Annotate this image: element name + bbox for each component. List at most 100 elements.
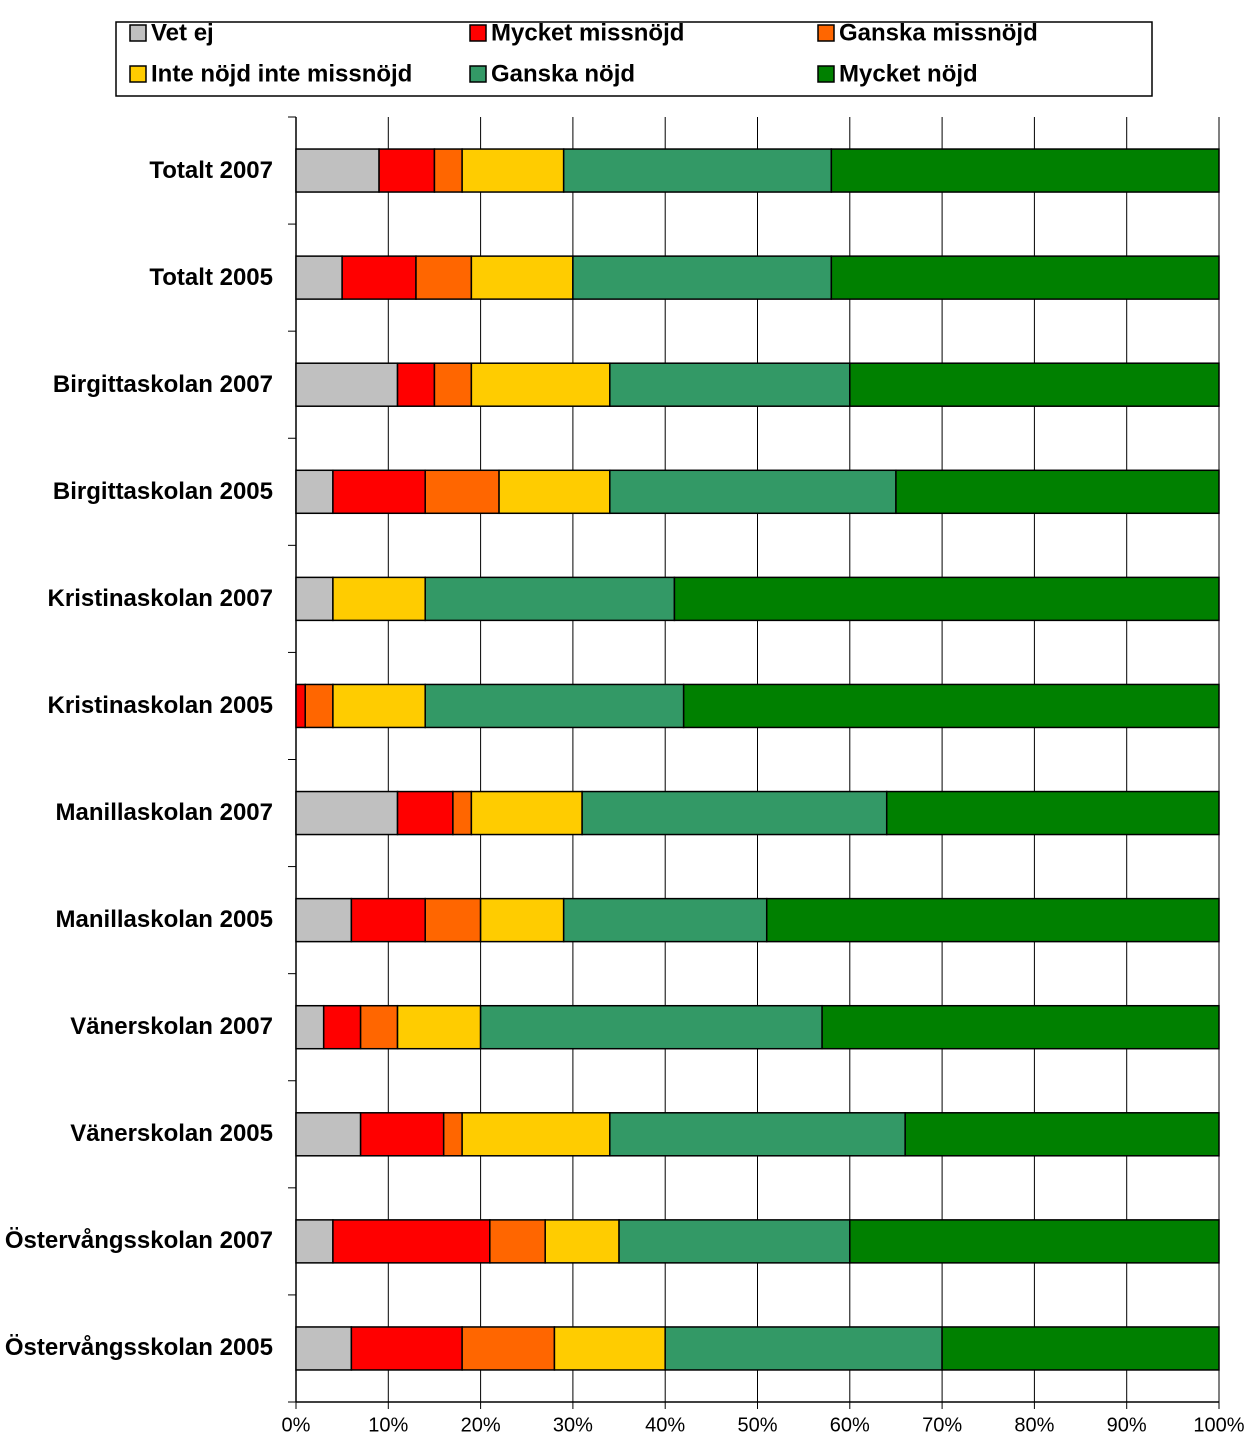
legend-label: Inte nöjd inte missnöjd — [151, 60, 412, 87]
bar-segment — [609, 1112, 906, 1157]
bar-segment — [295, 1219, 334, 1264]
bar-segment — [433, 148, 463, 193]
x-tick-label: 10% — [368, 1414, 408, 1436]
x-tick-label: 40% — [645, 1414, 685, 1436]
bar-segment — [415, 255, 473, 300]
x-tick-label: 0% — [282, 1414, 311, 1436]
bar-segment — [821, 1004, 1220, 1050]
bar-segment — [572, 255, 833, 300]
bar-segment — [433, 362, 473, 407]
bar-segment — [295, 790, 399, 836]
y-tick-label: Totalt 2007 — [149, 156, 273, 184]
bar-segment — [470, 362, 611, 407]
bar-segment — [424, 469, 500, 515]
bar-segment — [332, 469, 426, 515]
bar-segment — [941, 1326, 1220, 1371]
bar-segment — [378, 148, 436, 193]
y-tick-label: Totalt 2005 — [149, 263, 273, 291]
y-tick-label: Manillaskolan 2007 — [55, 799, 273, 827]
x-tick-label: 70% — [922, 1414, 962, 1436]
y-tick-label: Östervångsskolan 2005 — [4, 1334, 273, 1362]
bar-segment — [581, 790, 888, 836]
bar-segment — [295, 469, 334, 515]
bar-segment — [396, 790, 454, 836]
legend-label: Vet ej — [151, 19, 214, 46]
y-tick-label: Vänerskolan 2007 — [70, 1013, 273, 1041]
bar-segment — [673, 576, 1220, 622]
bar-segment — [461, 148, 565, 193]
bar-segment — [562, 148, 833, 193]
bar-segment — [332, 576, 426, 622]
bar-segment — [332, 683, 426, 729]
bar-segment — [295, 576, 334, 622]
bar-segment — [765, 897, 1220, 943]
bar-segment — [885, 790, 1220, 836]
bar-segment — [849, 1219, 1220, 1264]
bar-segment — [350, 1326, 463, 1371]
bar-segment — [442, 1112, 463, 1157]
bar-segment — [479, 1004, 823, 1050]
bar-segment — [295, 148, 380, 193]
bar-segment — [553, 1326, 666, 1371]
bar-segment — [830, 148, 1220, 193]
legend-label: Mycket missnöjd — [491, 19, 684, 46]
bar-segment — [479, 897, 565, 943]
bar-segment — [470, 790, 583, 836]
bar-segment — [295, 897, 353, 943]
x-tick-label: 30% — [553, 1414, 593, 1436]
bar-segment — [341, 255, 417, 300]
bar-segment — [396, 1004, 482, 1050]
y-tick-label: Kristinaskolan 2005 — [47, 691, 273, 719]
bar-segment — [396, 362, 436, 407]
y-tick-label: Manillaskolan 2005 — [55, 906, 273, 934]
bar-segment — [461, 1112, 611, 1157]
legend-swatch — [129, 65, 147, 83]
x-tick-label: 90% — [1107, 1414, 1147, 1436]
bar-segment — [489, 1219, 546, 1264]
bar-segment — [609, 469, 897, 515]
bar-segment — [295, 362, 399, 407]
legend-swatch — [469, 24, 487, 42]
legend-box — [115, 21, 1153, 97]
bar-segment — [849, 362, 1220, 407]
x-tick-label: 80% — [1014, 1414, 1054, 1436]
bar-segment — [664, 1326, 943, 1371]
bar-segment — [904, 1112, 1220, 1157]
bar-segment — [452, 790, 473, 836]
y-tick-label: Birgittaskolan 2005 — [52, 477, 273, 505]
bar-segment — [350, 897, 426, 943]
y-tick-label: Östervångsskolan 2007 — [4, 1227, 273, 1255]
legend-label: Ganska nöjd — [491, 60, 635, 87]
x-tick-label: 50% — [737, 1414, 777, 1436]
legend-swatch — [469, 65, 487, 83]
bar-segment — [424, 576, 676, 622]
bar-segment — [332, 1219, 491, 1264]
bar-segment — [461, 1326, 556, 1371]
bar-segment — [562, 897, 768, 943]
legend-swatch — [129, 24, 147, 42]
bar-segment — [295, 683, 306, 729]
legend-label: Ganska missnöjd — [839, 19, 1038, 46]
bar-segment — [304, 683, 334, 729]
bar-segment — [322, 1004, 362, 1050]
bar-segment — [609, 362, 851, 407]
x-tick-label: 20% — [461, 1414, 501, 1436]
bar-segment — [544, 1219, 620, 1264]
bar-segment — [359, 1004, 399, 1050]
y-tick-label: Kristinaskolan 2007 — [47, 584, 273, 612]
legend-swatch — [817, 65, 835, 83]
bar-segment — [618, 1219, 851, 1264]
y-tick-label: Birgittaskolan 2007 — [52, 370, 273, 398]
bar-segment — [470, 255, 574, 300]
bar-segment — [895, 469, 1220, 515]
bar-segment — [498, 469, 611, 515]
bar-segment — [295, 1004, 325, 1050]
bar-segment — [359, 1112, 445, 1157]
bar-segment — [295, 1112, 362, 1157]
x-tick-label: 60% — [830, 1414, 870, 1436]
bar-segment — [830, 255, 1220, 300]
bar-segment — [424, 683, 685, 729]
bar-segment — [682, 683, 1220, 729]
